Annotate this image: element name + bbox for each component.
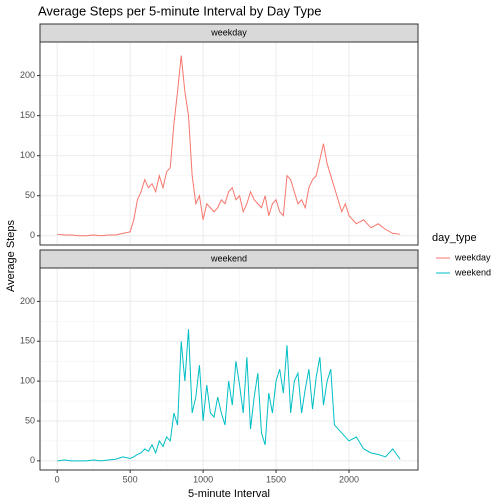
legend-title: day_type	[432, 232, 477, 244]
panel-background	[40, 268, 418, 470]
y-tick-label: 50	[25, 415, 35, 425]
strip	[39, 249, 419, 269]
y-tick-label: 100	[20, 150, 35, 160]
y-tick-label: 150	[20, 336, 35, 346]
x-axis-title: 5-minute Interval	[188, 488, 270, 500]
y-tick-label: 200	[20, 70, 35, 80]
y-tick-label: 150	[20, 110, 35, 120]
strip-label: weekday	[210, 27, 247, 37]
strip-label: weekend	[210, 253, 247, 263]
legend-label: weekend	[454, 267, 491, 277]
x-tick-label: 500	[123, 474, 138, 484]
x-tick-label: 1000	[193, 474, 213, 484]
data-line	[57, 55, 401, 237]
x-tick-label: 0	[55, 474, 60, 484]
y-axis-title: Average Steps	[5, 220, 17, 292]
panel-background	[40, 42, 418, 245]
x-tick-label: 2000	[339, 474, 359, 484]
y-tick-label: 0	[30, 455, 35, 465]
y-tick-label: 200	[20, 296, 35, 306]
y-tick-label: 0	[30, 230, 35, 240]
legend-label: weekday	[454, 252, 491, 262]
y-tick-label: 50	[25, 190, 35, 200]
chart-title: Average Steps per 5-minute Interval by D…	[38, 3, 322, 18]
y-tick-label: 100	[20, 375, 35, 385]
x-tick-label: 1500	[266, 474, 286, 484]
data-line	[57, 329, 401, 462]
strip	[39, 23, 419, 43]
